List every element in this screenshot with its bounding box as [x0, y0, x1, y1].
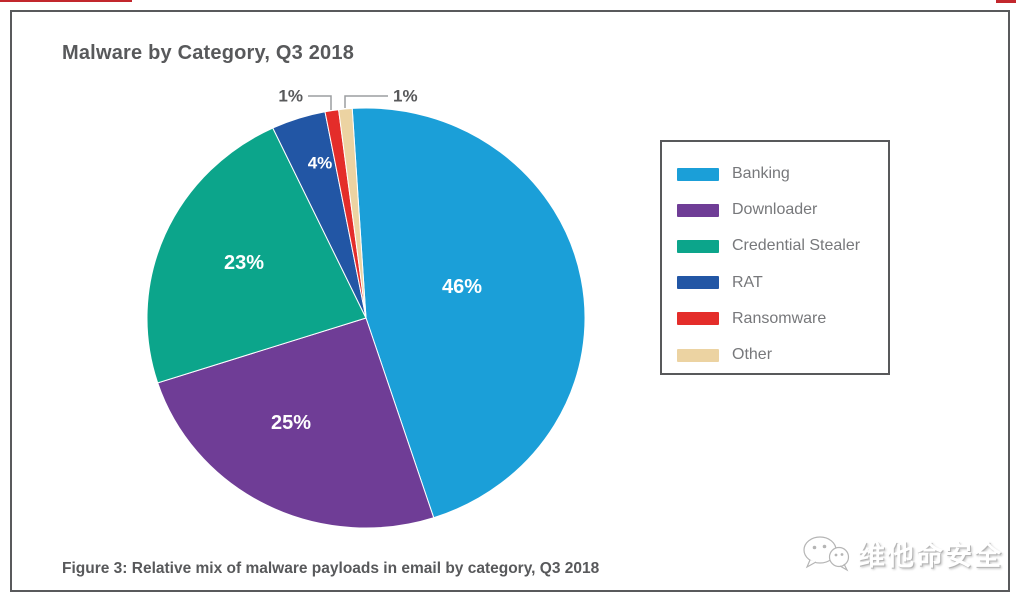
page-top-red-line	[0, 0, 132, 2]
legend-swatch-ransomware	[677, 312, 719, 326]
legend-item-downloader: Downloader	[662, 192, 888, 228]
wechat-logo-icon	[803, 536, 850, 572]
callout-line-ransomware	[308, 95, 332, 110]
pie-label-downloader: 25%	[271, 412, 311, 434]
pie-slice-credential-stealer	[146, 127, 367, 384]
legend-swatch-banking	[677, 167, 719, 181]
legend-label: RAT	[732, 273, 763, 291]
pie-slice-other	[338, 107, 367, 319]
legend-swatch-credential-stealer	[677, 239, 719, 253]
callout-line-other	[344, 95, 388, 108]
legend-item-ransomware: Ransomware	[662, 301, 888, 337]
page-top-right-red-mark	[996, 0, 1016, 3]
legend-swatch-rat	[677, 276, 719, 290]
pie-label-credential-stealer: 23%	[224, 252, 264, 274]
legend-item-credential-stealer: Credential Stealer	[662, 228, 888, 264]
legend-swatch-other	[677, 348, 719, 362]
legend: Banking Downloader Credential Stealer RAT Ra…	[660, 140, 890, 375]
pie-label-other: 1%	[393, 87, 418, 106]
legend-swatch-downloader	[677, 203, 719, 217]
legend-label: Credential Stealer	[732, 237, 861, 255]
figure-caption: Figure 3: Relative mix of malware payloa…	[62, 560, 600, 577]
watermark: 维他命安全	[800, 530, 1003, 576]
legend-label: Downloader	[732, 201, 818, 219]
legend-item-banking: Banking	[662, 156, 888, 192]
legend-label: Ransomware	[732, 309, 827, 327]
legend-label: Other	[732, 346, 773, 364]
watermark-text: 维他命安全	[858, 540, 1003, 571]
legend-label: Banking	[732, 165, 790, 183]
pie-label-rat: 4%	[308, 154, 333, 173]
legend-item-rat: RAT	[662, 265, 888, 301]
pie-label-banking: 46%	[442, 276, 482, 298]
pie-label-ransomware: 1%	[278, 87, 303, 106]
pie-slice-downloader	[157, 317, 435, 529]
legend-item-other: Other	[662, 337, 888, 373]
pie-slice-banking	[351, 107, 586, 519]
chart-title: Malware by Category, Q3 2018	[62, 42, 355, 64]
